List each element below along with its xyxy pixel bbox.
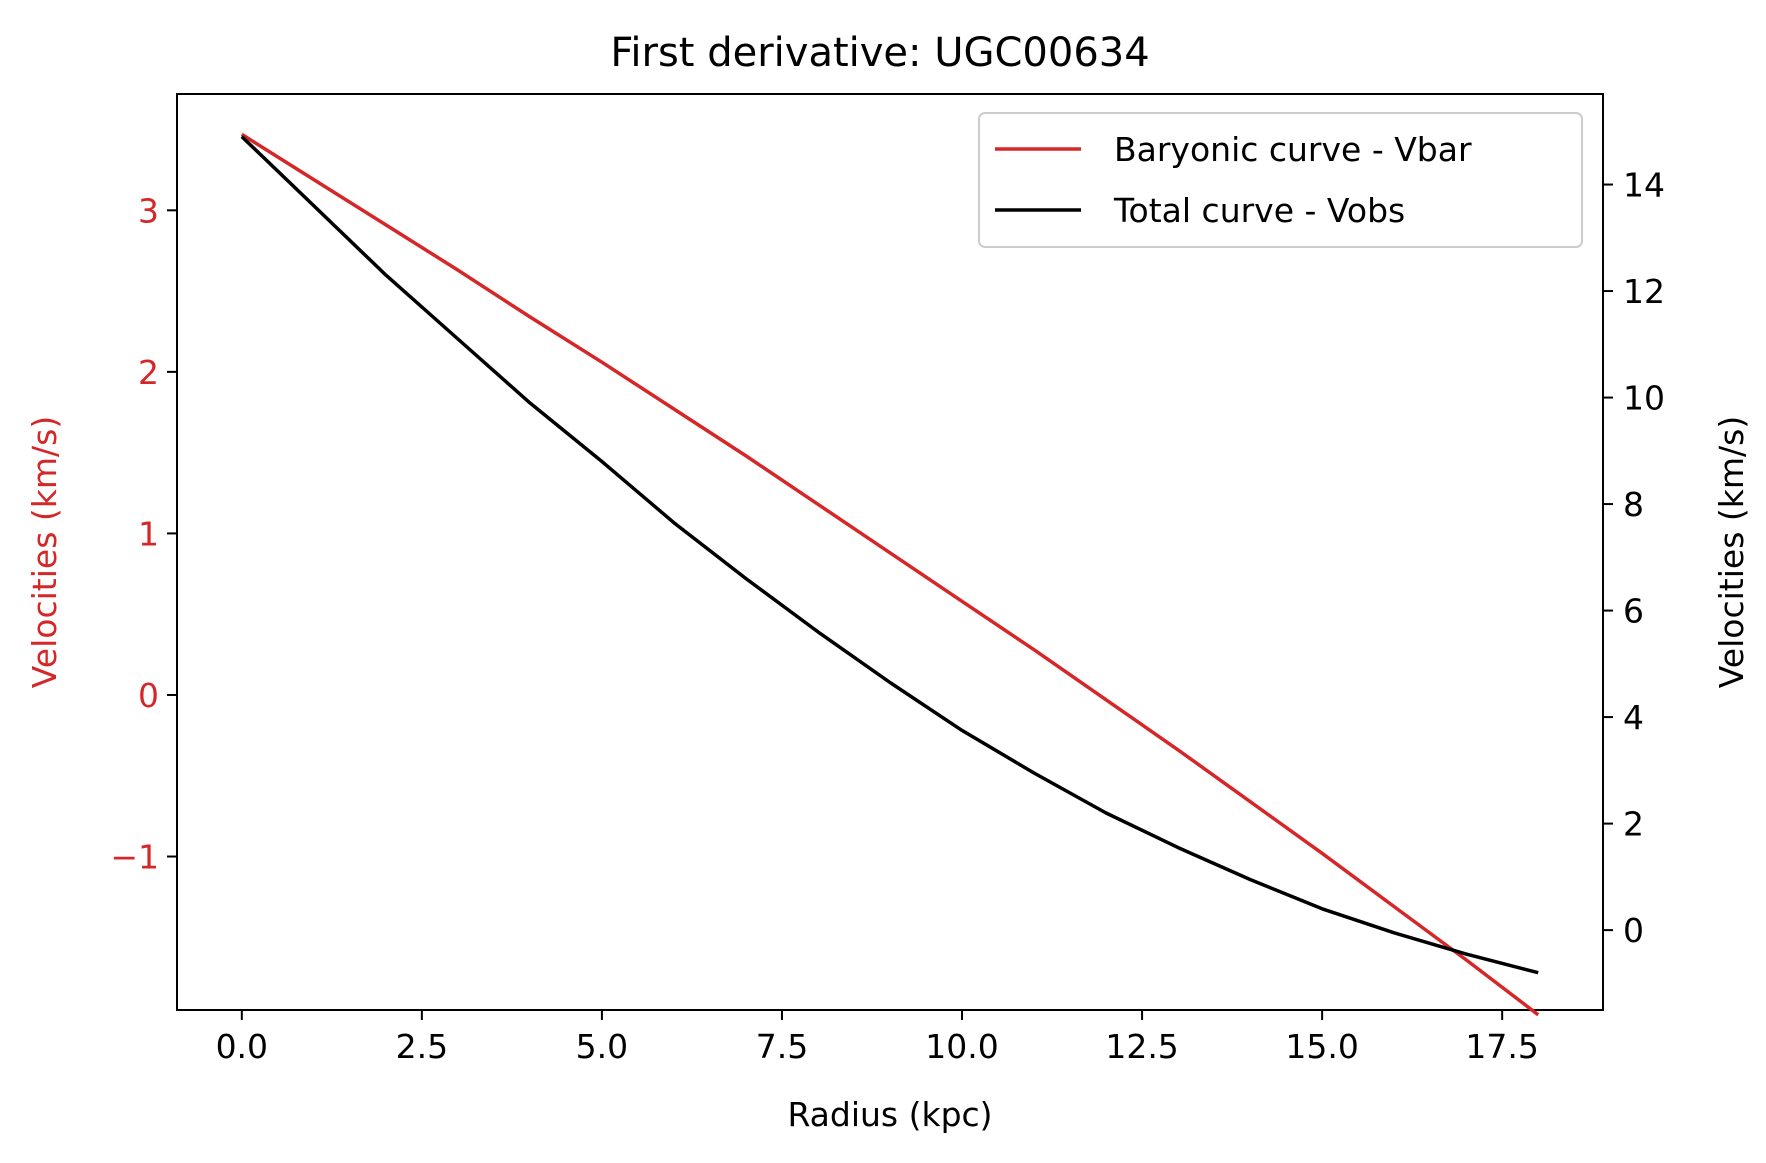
legend-box (978, 112, 1583, 248)
right-y-tick-label: 0 (1623, 911, 1644, 950)
right-y-tick-label: 8 (1623, 485, 1644, 524)
x-tick-label: 12.5 (1105, 1027, 1178, 1066)
x-tick-label: 7.5 (756, 1027, 808, 1066)
x-tick-label: 2.5 (396, 1027, 448, 1066)
x-axis-ticks: 0.0 2.5 5.0 7.5 10.0 12.5 15.0 17.5 (216, 1010, 1539, 1066)
left-y-tick-label: 0 (138, 676, 159, 715)
legend-label-vbar: Baryonic curve - Vbar (1114, 130, 1472, 169)
left-y-tick-label: 2 (138, 353, 159, 392)
x-tick-label: 15.0 (1285, 1027, 1358, 1066)
left-y-tick-label: 1 (138, 514, 159, 553)
right-y-axis-ticks: 0 2 4 6 8 10 12 14 (1603, 166, 1665, 950)
plot-area (176, 93, 1604, 1017)
x-tick-label: 5.0 (576, 1027, 628, 1066)
right-y-tick-label: 2 (1623, 805, 1644, 844)
x-tick-label: 17.5 (1465, 1027, 1538, 1066)
series-line-vbar (240, 132, 1540, 1017)
right-y-tick-label: 4 (1623, 698, 1644, 737)
right-y-tick-label: 10 (1623, 379, 1665, 418)
legend: Baryonic curve - Vbar Total curve - Vobs (978, 112, 1583, 248)
right-y-tick-label: 14 (1623, 166, 1665, 205)
left-y-axis-label: Velocities (km/s) (25, 416, 64, 688)
series-line-vobs (240, 135, 1539, 975)
left-y-tick-label: 3 (138, 191, 159, 230)
x-axis-label: Radius (kpc) (787, 1095, 992, 1134)
right-y-tick-label: 12 (1623, 272, 1665, 311)
left-y-tick-label: −1 (110, 838, 159, 877)
x-tick-label: 10.0 (925, 1027, 998, 1066)
legend-label-vobs: Total curve - Vobs (1113, 191, 1405, 230)
right-y-axis-label: Velocities (km/s) (1712, 416, 1751, 688)
plot-frame (176, 93, 1604, 1011)
chart-title: First derivative: UGC00634 (610, 30, 1149, 76)
left-y-axis-ticks: −1 0 1 2 3 (110, 191, 177, 877)
series-lines (240, 132, 1540, 1017)
x-tick-label: 0.0 (216, 1027, 268, 1066)
right-y-tick-label: 6 (1623, 592, 1644, 631)
